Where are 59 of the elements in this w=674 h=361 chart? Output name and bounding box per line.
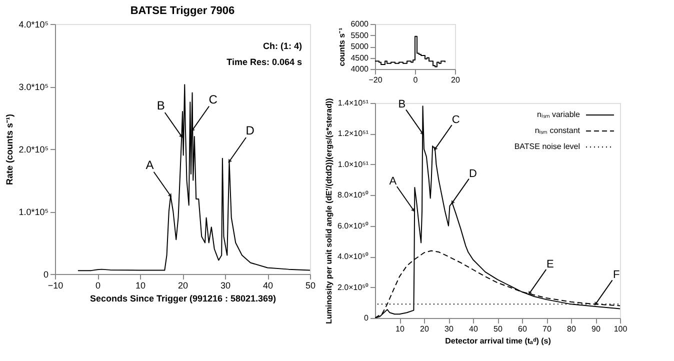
x-tick-label: 40 — [469, 324, 478, 334]
y-tick-label: 0 — [43, 270, 48, 280]
annotation: B — [398, 98, 406, 111]
legend-label: BATSE noise level — [514, 142, 580, 151]
x-tick-label: 50 — [494, 324, 503, 334]
annotation: D — [246, 124, 255, 138]
x-tick-label: 0 — [95, 280, 101, 290]
annotation: A — [146, 158, 154, 172]
y-tick-label: 2.0×10⁵⁰ — [337, 282, 368, 292]
x-tick-label: 40 — [262, 280, 274, 290]
legend-label: nᵢₛₘ constant — [534, 126, 581, 135]
y-tick-label: 1.4×10⁵¹ — [338, 98, 369, 108]
annotation: E — [546, 258, 554, 270]
y-axis-title: Rate (counts s⁻¹) — [4, 114, 15, 186]
x-tick-label: −20 — [368, 76, 383, 84]
y-axis-title: counts s⁻¹ — [338, 27, 347, 66]
y-tick-label: 5000 — [350, 42, 370, 51]
x-axis-title: Seconds Since Trigger (991216 : 58021.369) — [90, 294, 276, 304]
x-tick-label: 10 — [396, 324, 405, 334]
x-tick-label: 60 — [518, 324, 528, 334]
x-tick-label: 0 — [413, 76, 418, 84]
x-tick-label: 100 — [614, 324, 628, 334]
y-tick-label: 4.0*10⁵ — [18, 20, 49, 30]
x-tick-label: 20 — [178, 280, 188, 290]
annotation: B — [156, 98, 165, 112]
x-axis-title: Detector arrival time (tₐᵈ) (s) — [445, 336, 552, 346]
y-tick-label: 1.0*10⁵ — [18, 207, 49, 217]
y-tick-label: 4500 — [350, 53, 370, 62]
y-tick-label: 1.0×10⁵¹ — [338, 160, 369, 169]
annotation: Ch: (1: 4) — [263, 41, 302, 51]
annotation: C — [208, 92, 218, 106]
x-tick-label: 30 — [444, 324, 454, 334]
y-tick-label: 0 — [364, 314, 370, 322]
x-tick-label: 10 — [135, 280, 146, 290]
annotation: A — [389, 176, 398, 188]
legend-label: nᵢₛₘ variable — [537, 110, 581, 119]
x-tick-label: 30 — [220, 280, 231, 290]
x-tick-label: 90 — [592, 324, 601, 334]
x-tick-label: 70 — [542, 324, 552, 334]
y-axis-title: Luminosity per unit solid angle (dE'/(dtdΩ))(ergs/(s*sterad)) — [324, 98, 334, 324]
y-tick-label: 4.0×10⁵⁰ — [337, 252, 368, 262]
x-tick-label: 20 — [420, 324, 430, 334]
chart-title: BATSE Trigger 7906 — [130, 5, 235, 17]
annotation: C — [452, 114, 460, 126]
annotation: Time Res: 0.064 s — [226, 57, 302, 67]
y-tick-label: 3.0*10⁵ — [18, 82, 49, 92]
y-tick-label: 6000 — [350, 20, 370, 28]
y-tick-label: 2.0*10⁵ — [18, 144, 49, 154]
x-tick-label: 50 — [305, 280, 316, 290]
x-tick-label: 20 — [451, 76, 460, 84]
x-tick-label: 80 — [567, 324, 576, 334]
x-tick-label: −10 — [48, 280, 64, 290]
y-tick-label: 1.2×10⁵¹ — [338, 129, 369, 138]
annotation: D — [469, 168, 477, 180]
y-tick-label: 5500 — [350, 30, 370, 40]
y-tick-label: 8.0×10⁵⁰ — [337, 190, 368, 200]
y-tick-label: 4000 — [350, 64, 370, 74]
annotation: F — [612, 269, 620, 282]
y-tick-label: 6.0×10⁵⁰ — [337, 221, 368, 230]
